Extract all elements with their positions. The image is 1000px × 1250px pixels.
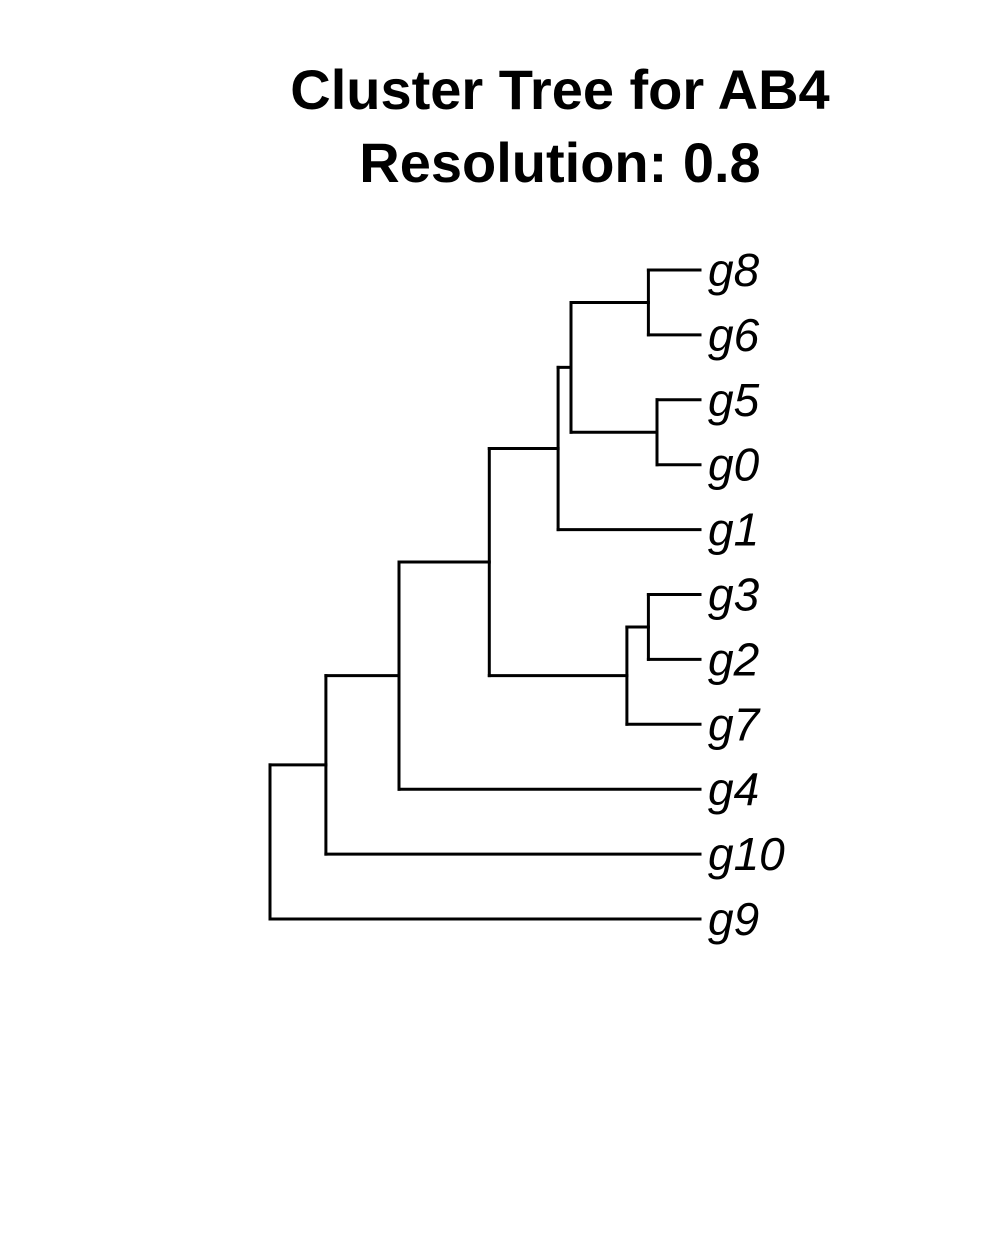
tip-label-g2: g2 (708, 633, 759, 685)
tip-label-g3: g3 (708, 569, 760, 621)
tip-label-g10: g10 (708, 828, 785, 880)
tip-label-g5: g5 (708, 374, 760, 426)
tip-label-g8: g8 (708, 244, 760, 296)
chart-title: Cluster Tree for AB4 (290, 58, 830, 121)
tip-label-g0: g0 (708, 439, 760, 491)
chart-subtitle: Resolution: 0.8 (359, 131, 761, 194)
tip-label-g9: g9 (708, 893, 759, 945)
tip-label-g6: g6 (708, 309, 760, 361)
tip-label-g7: g7 (708, 698, 761, 750)
tip-label-g1: g1 (708, 504, 759, 556)
tip-label-g4: g4 (708, 763, 759, 815)
